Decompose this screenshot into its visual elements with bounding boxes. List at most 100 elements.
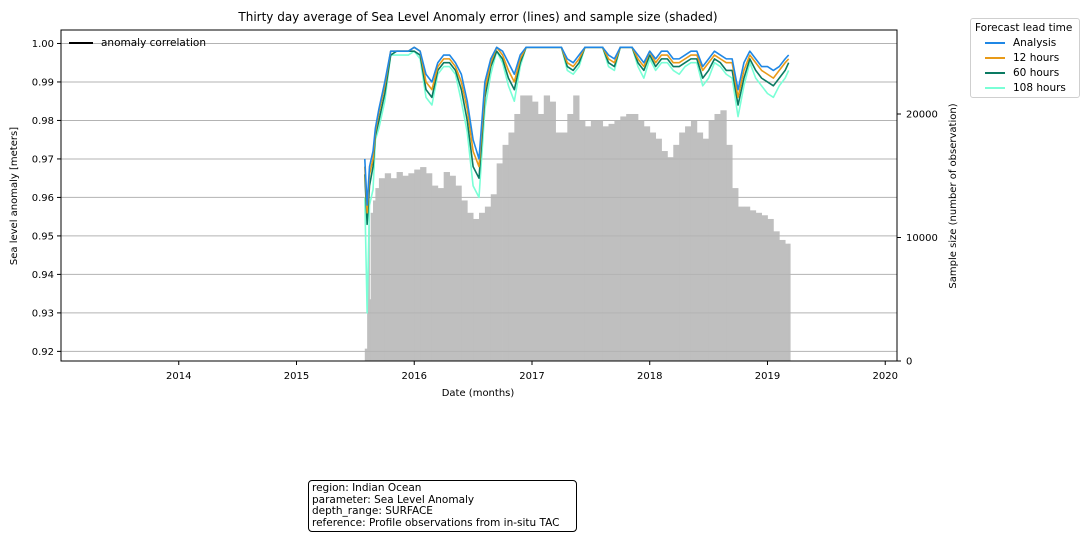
sample-size-bar: [614, 120, 621, 361]
sample-size-bar: [708, 120, 715, 361]
sample-size-bar: [496, 163, 503, 361]
inner-legend: anomaly correlation: [64, 33, 214, 53]
sample-size-bar: [690, 120, 698, 361]
sample-size-bar: [738, 206, 745, 361]
sample-size-bar: [632, 113, 639, 362]
sample-size-bar: [420, 167, 427, 361]
sample-size-bar: [649, 132, 657, 361]
sample-size-bar: [755, 212, 762, 361]
y2-axis-ticks: 0 10000 20000: [897, 109, 938, 368]
sample-size-bar: [702, 138, 710, 361]
y-axis-ticks: 0.92 0.93 0.94 0.95 0.96 0.97 0.98 0.99 1.00: [32, 39, 61, 358]
sample-size-bar: [667, 157, 674, 361]
y2-tick-label: 20000: [906, 109, 938, 120]
sample-size-bar: [590, 120, 598, 361]
x-tick-label: 2016: [402, 371, 427, 382]
sample-size-bar: [520, 95, 527, 362]
legend-title: Forecast lead time: [975, 22, 1073, 34]
sample-size-bar: [773, 231, 780, 361]
sample-size-bar: [426, 173, 433, 361]
sample-size-bar: [369, 299, 372, 361]
series-line-108-hours: [363, 46, 790, 314]
sample-size-bar: [626, 113, 633, 362]
sample-size-bar: [370, 212, 374, 361]
sample-size-bar: [788, 243, 791, 361]
series-line-60-hours: [363, 46, 790, 226]
sample-size-bar: [373, 200, 376, 361]
x-tick-label: 2019: [755, 371, 780, 382]
sample-size-bar: [368, 225, 370, 361]
sample-size-bar: [643, 126, 651, 361]
sample-size-bar: [473, 218, 480, 361]
legend-swatch-analysis: [985, 42, 1005, 44]
sample-size-bar: [555, 132, 562, 361]
sample-size-bar: [655, 138, 662, 361]
info-region: region: Indian Ocean: [312, 482, 422, 494]
series-line-analysis: [363, 46, 790, 206]
sample-size-bar: [531, 101, 539, 361]
sample-size-bar: [785, 243, 790, 361]
sample-size-bar: [479, 212, 486, 361]
sample-size-bar: [408, 173, 415, 361]
sample-size-bar: [726, 144, 733, 361]
sample-size-bar: [443, 172, 450, 361]
sample-size-bar: [484, 206, 492, 361]
legend-swatch-108-hours: [985, 87, 1005, 89]
sample-size-bar: [396, 172, 403, 361]
chart-title: Thirty day average of Sea Level Anomaly …: [237, 10, 717, 24]
series-lines: [363, 46, 790, 314]
y-tick-label: 0.94: [32, 270, 54, 281]
sample-size-bar: [661, 151, 668, 361]
legend-label-60-hours: 60 hours: [1013, 67, 1060, 79]
sample-size-bar: [608, 123, 615, 362]
legend-item-108-hours: 108 hours: [985, 82, 1081, 94]
sample-size-bar: [402, 175, 409, 361]
legend-swatch-60-hours: [985, 72, 1005, 74]
sample-size-bars: [364, 95, 791, 362]
legend-item-12-hours: 12 hours: [985, 52, 1081, 64]
sample-size-bar: [679, 132, 686, 361]
y-tick-label: 0.98: [32, 116, 54, 127]
sample-size-bar: [620, 116, 627, 362]
sample-size-bar: [364, 348, 368, 361]
sample-size-bar: [637, 120, 645, 361]
y-axis-label: Sea level anomaly [meters]: [9, 127, 20, 265]
y-tick-label: 0.95: [32, 231, 54, 242]
inner-legend-swatch: [69, 42, 93, 44]
y-tick-label: 0.92: [32, 347, 54, 358]
plot-frame: [60, 29, 898, 362]
sample-size-bar: [743, 206, 751, 361]
x-tick-label: 2014: [166, 371, 191, 382]
legend-swatch-12-hours: [985, 57, 1005, 59]
sample-size-bar: [749, 210, 757, 361]
info-reference: reference: Profile observations from in-…: [312, 516, 560, 529]
x-tick-label: 2015: [284, 371, 309, 382]
sample-size-bar: [502, 144, 509, 361]
info-depth-range: depth_range: SURFACE: [312, 505, 433, 517]
sample-size-bar: [584, 126, 592, 361]
sample-size-bar: [490, 194, 498, 361]
x-tick-label: 2017: [519, 371, 544, 382]
sample-size-bar: [761, 215, 768, 361]
legend: Forecast lead time Analysis 12 hours 60 …: [970, 18, 1080, 98]
legend-item-60-hours: 60 hours: [985, 67, 1081, 79]
sample-size-bar: [526, 95, 533, 362]
sample-size-bar: [685, 126, 692, 361]
sample-size-bar: [561, 132, 568, 361]
sample-size-bar: [696, 132, 704, 361]
metadata-box: region: Indian Ocean parameter: Sea Leve…: [308, 480, 577, 532]
y-tick-label: 0.99: [32, 77, 54, 88]
sample-size-bar: [596, 120, 604, 361]
x-tick-label: 2020: [873, 371, 898, 382]
sample-size-bar: [673, 144, 680, 361]
sample-size-bar: [449, 175, 456, 361]
series-line-12-hours: [363, 46, 790, 214]
y-tick-label: 0.96: [32, 193, 54, 204]
sample-size-bar: [455, 185, 462, 361]
sample-size-bar: [714, 113, 721, 362]
sample-size-bar: [537, 113, 545, 362]
sample-size-bar: [508, 132, 515, 361]
sample-size-bar: [461, 200, 468, 361]
sample-size-bar: [384, 173, 392, 361]
